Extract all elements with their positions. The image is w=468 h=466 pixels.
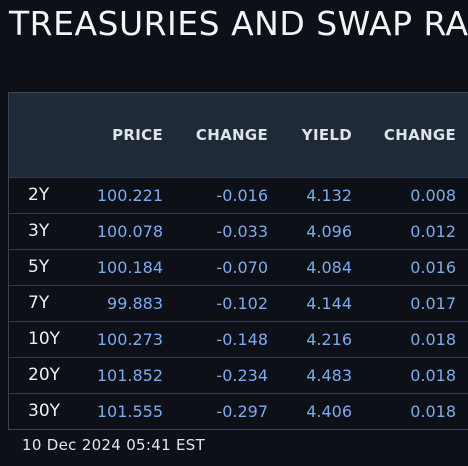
table-row: 10Y 100.273 -0.148 4.216 0.018 [9,321,468,357]
column-header-price: PRICE [112,125,163,144]
yield-cell: 4.216 [306,329,352,349]
price-cell: 101.555 [96,401,163,421]
table-row: 20Y 101.852 -0.234 4.483 0.018 [9,357,468,393]
tenor-cell: 30Y [28,401,61,422]
yield-change-cell: 0.017 [410,293,456,313]
table-row: 2Y 100.221 -0.016 4.132 0.008 [9,177,468,213]
tenor-cell: 2Y [28,185,50,205]
table-row: 7Y 99.883 -0.102 4.144 0.017 [9,285,468,321]
column-header-yield-change: CHANGE [383,125,456,144]
yield-cell: 4.144 [306,293,352,313]
price-cell: 100.184 [96,257,163,277]
tenor-cell: 3Y [28,221,50,241]
yield-change-cell: 0.012 [410,221,456,241]
tenor-cell: 5Y [28,257,50,277]
yield-cell: 4.132 [306,185,352,205]
price-cell: 100.078 [96,221,163,241]
yield-change-cell: 0.018 [410,365,456,385]
yield-cell: 4.406 [306,401,352,421]
column-header-price-change: CHANGE [195,125,268,144]
tenor-cell: 20Y [28,365,61,385]
price-change-cell: -0.297 [216,401,268,421]
price-change-cell: -0.033 [216,221,268,241]
price-change-cell: -0.148 [216,329,268,349]
price-change-cell: -0.234 [216,365,268,385]
price-change-cell: -0.070 [216,257,268,277]
table-row: 5Y 100.184 -0.070 4.084 0.016 [9,249,468,285]
yield-change-cell: 0.008 [410,185,456,205]
price-change-cell: -0.102 [216,293,268,313]
price-cell: 99.883 [107,293,163,313]
tenor-cell: 10Y [28,329,61,349]
column-header-tenor [9,93,69,177]
yield-cell: 4.483 [306,365,352,385]
price-change-cell: -0.016 [216,185,268,205]
table-header-row: PRICE CHANGE YIELD CHANGE [9,93,468,177]
yield-cell: 4.084 [306,257,352,277]
price-cell: 100.221 [96,185,163,205]
table-row: 3Y 100.078 -0.033 4.096 0.012 [9,213,468,249]
yield-cell: 4.096 [306,221,352,241]
price-cell: 101.852 [96,365,163,385]
column-header-yield: YIELD [301,125,352,144]
yield-change-cell: 0.018 [410,401,456,421]
tenor-cell: 7Y [28,293,50,313]
table-row: 30Y 101.555 -0.297 4.406 0.018 [9,393,468,429]
yield-change-cell: 0.016 [410,257,456,277]
price-cell: 100.273 [96,329,163,349]
page-title: TREASURIES AND SWAP RA [9,4,468,43]
yield-change-cell: 0.018 [410,329,456,349]
rates-table: PRICE CHANGE YIELD CHANGE 2Y 100.221 -0.… [8,92,468,430]
timestamp: 10 Dec 2024 05:41 EST [22,436,206,454]
